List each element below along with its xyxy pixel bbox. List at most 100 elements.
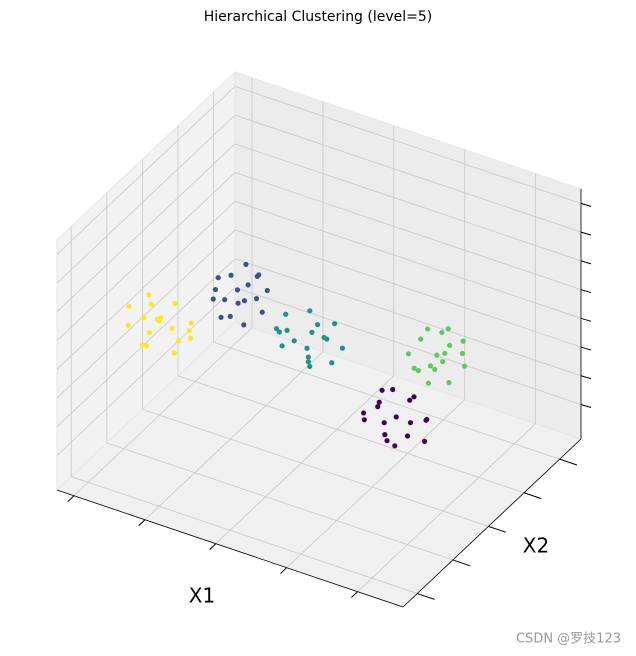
point — [459, 350, 466, 357]
point — [447, 342, 453, 348]
point — [411, 365, 417, 371]
point — [304, 345, 310, 351]
tick-mark — [559, 458, 578, 466]
point — [407, 397, 413, 403]
point — [143, 343, 150, 349]
point — [172, 300, 178, 306]
point — [148, 301, 155, 307]
point — [314, 322, 321, 328]
point — [175, 338, 182, 344]
point — [411, 394, 417, 400]
axis-line — [56, 489, 404, 608]
point — [376, 399, 382, 405]
grid-line — [234, 229, 582, 348]
point — [228, 272, 234, 278]
grid-line — [213, 341, 560, 460]
tick-mark — [580, 346, 592, 351]
point — [215, 275, 221, 281]
point — [241, 298, 248, 304]
point — [187, 335, 194, 341]
point — [156, 318, 162, 324]
point — [171, 350, 177, 356]
grid — [56, 77, 592, 608]
point — [424, 416, 430, 423]
point — [407, 420, 414, 426]
grid-line — [142, 408, 489, 527]
grid-line — [56, 86, 236, 255]
grid-line — [177, 375, 525, 494]
grid-line — [234, 143, 582, 262]
point — [445, 326, 451, 332]
tick-mark — [580, 404, 592, 408]
tick-mark — [417, 593, 435, 600]
point — [384, 438, 390, 444]
x-axis-label: X1 — [189, 584, 215, 608]
grid-line — [234, 200, 582, 319]
tick-mark — [580, 375, 592, 380]
point — [279, 343, 285, 349]
grid-line — [71, 476, 418, 594]
tick-mark — [523, 492, 542, 500]
point — [259, 309, 265, 315]
point — [141, 314, 147, 320]
grid-line — [234, 85, 582, 204]
point — [329, 360, 335, 366]
point — [439, 329, 445, 336]
tick-mark — [138, 519, 146, 526]
grid-line — [234, 172, 582, 290]
point — [439, 358, 446, 365]
point — [276, 329, 282, 335]
point — [381, 420, 387, 426]
point — [404, 433, 411, 439]
point — [309, 329, 315, 335]
point — [425, 326, 431, 332]
point — [222, 297, 228, 303]
grid-line — [144, 351, 324, 521]
grid-line — [234, 258, 582, 377]
grid-line — [286, 399, 465, 568]
tick-mark — [580, 260, 592, 265]
point — [393, 414, 399, 420]
grid-line — [56, 229, 236, 399]
point — [283, 311, 289, 317]
point — [375, 404, 381, 410]
point — [425, 380, 431, 386]
grid-line — [106, 442, 453, 561]
grid-line — [56, 114, 236, 284]
point — [427, 363, 434, 369]
grid-line — [73, 327, 253, 497]
grid-line — [56, 287, 236, 456]
tick-mark — [209, 543, 217, 550]
point — [234, 287, 241, 293]
point — [235, 300, 241, 306]
point — [264, 287, 270, 294]
tick-mark — [280, 567, 288, 574]
point — [432, 366, 438, 372]
point — [442, 350, 448, 356]
point — [284, 327, 290, 333]
point — [332, 321, 338, 327]
point — [405, 351, 412, 357]
axis-line — [402, 438, 582, 608]
point — [210, 296, 216, 302]
tick-mark — [580, 289, 592, 294]
tick-mark — [488, 525, 506, 533]
grid-line — [56, 258, 236, 428]
point — [392, 443, 398, 449]
tick-mark — [580, 231, 592, 236]
point — [379, 387, 385, 393]
chart-title: Hierarchical Clustering (level=5) — [204, 9, 433, 25]
point — [361, 417, 367, 423]
grid-line — [56, 201, 236, 370]
point — [212, 286, 219, 293]
point — [126, 303, 132, 309]
grid-line — [357, 423, 536, 592]
points — [125, 261, 468, 449]
point — [421, 438, 428, 444]
grid-line — [215, 375, 395, 544]
point — [360, 410, 367, 416]
point — [418, 336, 424, 342]
grid-line — [56, 143, 236, 313]
